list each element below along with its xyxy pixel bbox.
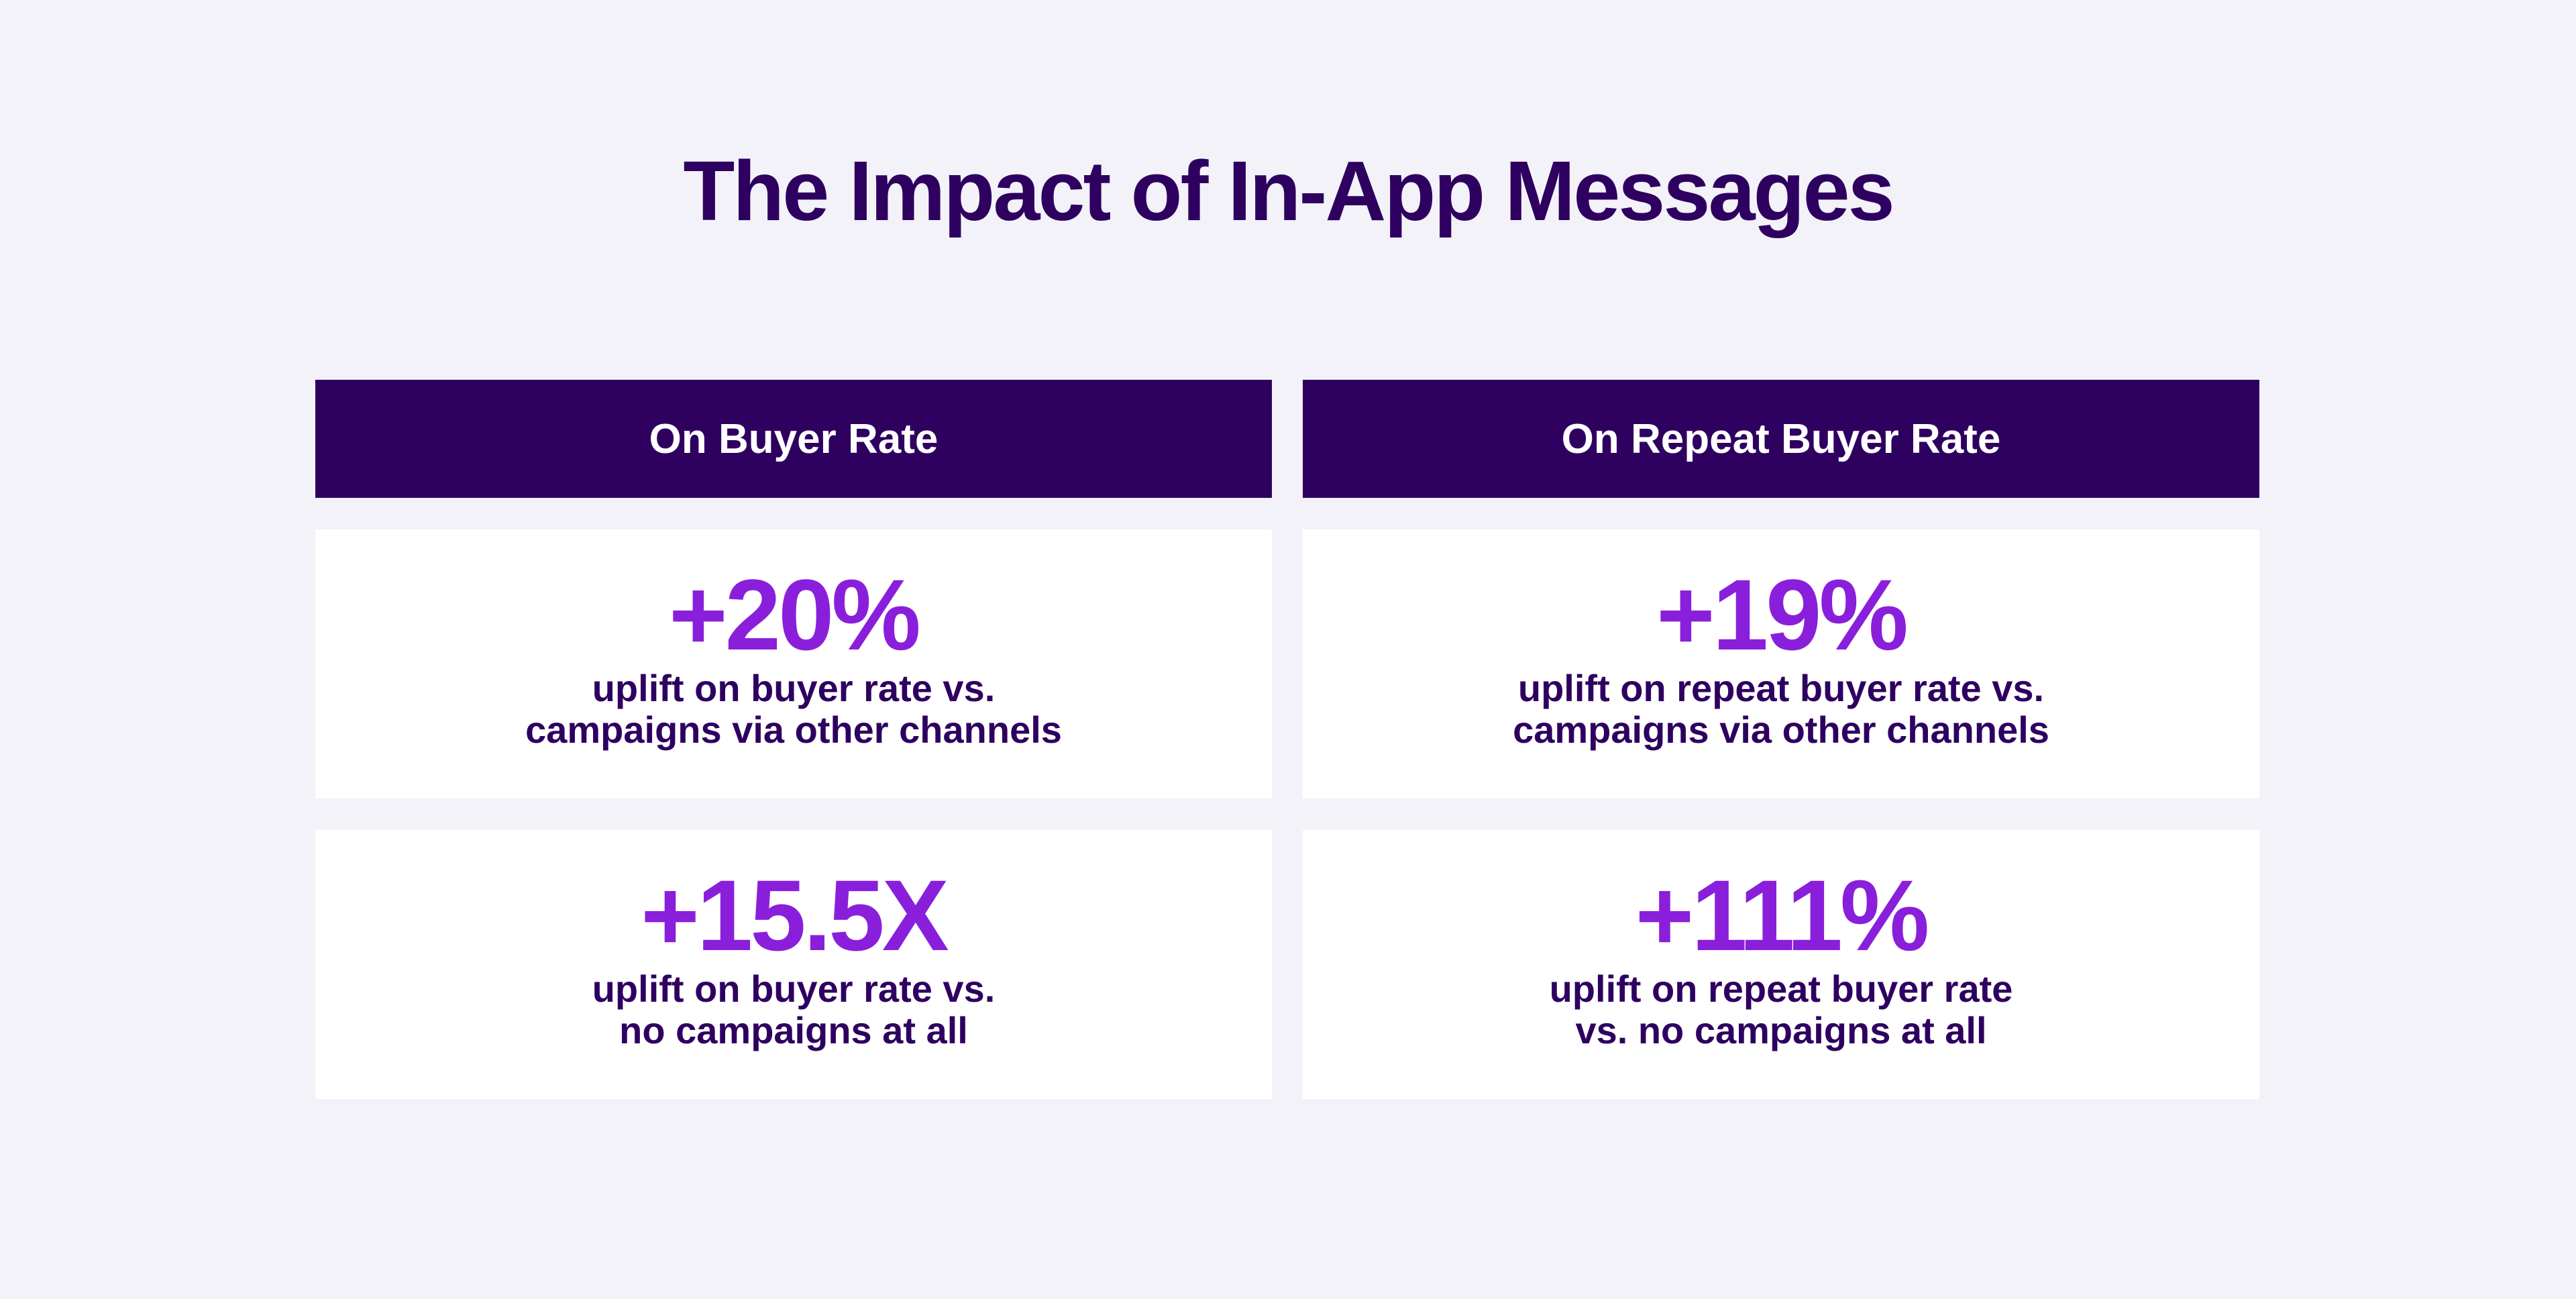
stat-card: +19% uplift on repeat buyer rate vs. campa…: [1303, 529, 2259, 798]
stat-card: +111% uplift on repeat buyer rate vs. no c…: [1303, 830, 2259, 1099]
stat-description: no campaigns at all: [619, 1009, 968, 1051]
stat-description: uplift on repeat buyer rate vs.: [1517, 667, 2045, 709]
stat-description: uplift on repeat buyer rate: [1549, 968, 2013, 1010]
stat-description: vs. no campaigns at all: [1575, 1009, 1987, 1051]
stat-value: +111%: [1635, 859, 1930, 972]
column-header: On Buyer Rate: [315, 380, 1272, 498]
stat-value: +19%: [1656, 558, 1909, 671]
stat-card: +20% uplift on buyer rate vs. campaigns vi…: [315, 529, 1272, 798]
stat-value: +20%: [669, 558, 921, 671]
stat-value: +15.5X: [641, 859, 949, 972]
stat-description: campaigns via other channels: [1513, 709, 2049, 751]
column-header: On Repeat Buyer Rate: [1303, 380, 2259, 498]
stat-description: uplift on buyer rate vs.: [592, 667, 996, 709]
stat-description: campaigns via other channels: [525, 709, 1062, 751]
title: The Impact of In-App Messages: [683, 144, 1894, 238]
stat-card: +15.5X uplift on buyer rate vs. no campaig…: [315, 830, 1272, 1099]
stat-description: uplift on buyer rate vs.: [592, 968, 996, 1010]
